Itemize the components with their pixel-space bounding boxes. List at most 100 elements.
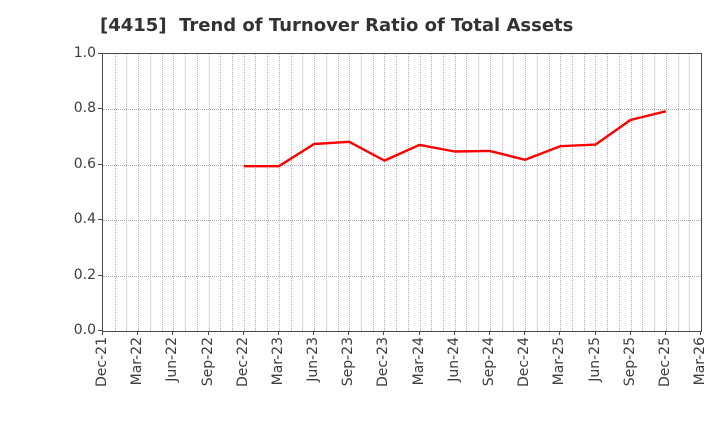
vertical-gridline <box>384 54 386 331</box>
x-tick-label: Dec-21 <box>94 337 110 387</box>
horizontal-gridline <box>103 109 701 111</box>
x-tick-mark <box>277 331 279 335</box>
vertical-gridline <box>243 54 245 331</box>
x-tick-label: Jun-24 <box>445 337 462 382</box>
vertical-gridline <box>525 54 527 331</box>
vertical-gridline <box>372 54 374 331</box>
x-tick-mark <box>172 331 174 335</box>
x-tick-mark <box>700 331 701 335</box>
x-tick-mark <box>488 331 490 335</box>
vertical-gridline <box>501 54 503 331</box>
y-tick-mark <box>98 53 102 54</box>
y-tick-mark <box>98 274 102 276</box>
vertical-gridline <box>689 54 691 331</box>
vertical-gridline <box>302 54 304 331</box>
vertical-gridline <box>290 54 292 331</box>
x-tick-mark <box>559 331 561 335</box>
vertical-gridline <box>185 54 187 331</box>
x-tick-mark <box>242 331 244 335</box>
vertical-gridline <box>443 54 445 331</box>
y-tick-label: 0.2 <box>73 266 96 283</box>
vertical-gridline <box>360 54 362 331</box>
vertical-gridline <box>654 54 656 331</box>
turnover-ratio-line-svg <box>243 110 667 168</box>
x-tick-mark <box>629 331 631 335</box>
plot-area <box>102 53 702 332</box>
vertical-gridline <box>642 54 644 331</box>
x-tick-mark <box>664 331 666 335</box>
vertical-gridline <box>138 54 140 331</box>
vertical-gridline <box>583 54 585 331</box>
x-tick-mark <box>594 331 596 335</box>
vertical-gridline <box>677 54 679 331</box>
vertical-gridline <box>349 54 351 331</box>
vertical-gridline <box>478 54 480 331</box>
x-tick-label: Mar-22 <box>129 337 146 386</box>
x-tick-label: Mar-25 <box>551 337 568 386</box>
x-tick-mark <box>383 331 385 335</box>
x-tick-label: Sep-23 <box>340 337 357 387</box>
y-tick-mark <box>98 330 102 331</box>
x-tick-mark <box>102 331 103 335</box>
vertical-gridline <box>548 54 550 331</box>
y-tick-mark <box>98 108 102 110</box>
x-tick-label: Sep-24 <box>480 337 497 387</box>
vertical-gridline <box>489 54 491 331</box>
vertical-gridline <box>396 54 398 331</box>
x-tick-label: Mar-23 <box>269 337 286 386</box>
chart-title: [4415] Trend of Turnover Ratio of Total … <box>100 15 574 36</box>
vertical-gridline <box>161 54 163 331</box>
vertical-gridline <box>337 54 339 331</box>
x-tick-label: Dec-22 <box>234 337 251 387</box>
vertical-gridline <box>665 54 667 331</box>
vertical-gridline <box>314 54 316 331</box>
x-tick-label: Mar-24 <box>410 337 427 386</box>
x-tick-label: Mar-26 <box>692 337 708 386</box>
vertical-gridline <box>267 54 269 331</box>
vertical-gridline <box>630 54 632 331</box>
vertical-gridline <box>278 54 280 331</box>
x-tick-label: Jun-23 <box>305 337 322 382</box>
y-tick-label: 1.0 <box>73 45 96 61</box>
x-tick-label: Jun-22 <box>164 337 181 382</box>
y-tick-mark <box>98 219 102 221</box>
vertical-gridline <box>196 54 198 331</box>
vertical-gridline <box>560 54 562 331</box>
x-tick-label: Dec-25 <box>656 337 673 387</box>
horizontal-gridline <box>103 220 701 222</box>
vertical-gridline <box>454 54 456 331</box>
y-tick-mark <box>98 163 102 165</box>
x-tick-mark <box>418 331 420 335</box>
x-tick-label: Sep-22 <box>199 337 216 387</box>
vertical-gridline <box>220 54 222 331</box>
vertical-gridline <box>231 54 233 331</box>
turnover-ratio-line <box>243 110 667 168</box>
y-tick-label: 0.8 <box>73 100 96 117</box>
vertical-gridline <box>431 54 433 331</box>
vertical-gridline <box>149 54 151 331</box>
vertical-gridline <box>513 54 515 331</box>
vertical-gridline <box>572 54 574 331</box>
vertical-gridline <box>208 54 210 331</box>
x-tick-mark <box>453 331 455 335</box>
x-tick-mark <box>207 331 209 335</box>
x-tick-mark <box>348 331 350 335</box>
vertical-gridline <box>114 54 116 331</box>
vertical-gridline <box>536 54 538 331</box>
x-tick-mark <box>313 331 315 335</box>
x-tick-label: Sep-25 <box>621 337 638 387</box>
x-tick-label: Jun-25 <box>586 337 603 382</box>
vertical-gridline <box>607 54 609 331</box>
vertical-gridline <box>595 54 597 331</box>
vertical-gridline <box>618 54 620 331</box>
vertical-gridline <box>466 54 468 331</box>
x-tick-label: Dec-23 <box>375 337 392 387</box>
horizontal-gridline <box>103 275 701 277</box>
x-tick-mark <box>524 331 526 335</box>
y-tick-label: 0.4 <box>73 211 96 228</box>
x-tick-label: Dec-24 <box>516 337 533 387</box>
y-tick-label: 0.6 <box>73 155 96 172</box>
vertical-gridline <box>173 54 175 331</box>
vertical-gridline <box>407 54 409 331</box>
